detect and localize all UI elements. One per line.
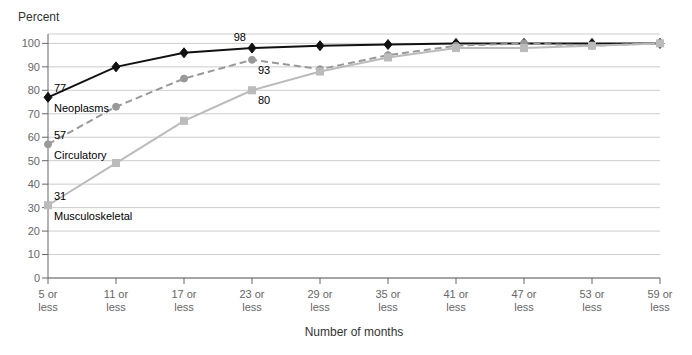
html-text:Percent: Percent [18, 10, 60, 24]
svg-text:47 orless: 47 orless [511, 288, 536, 313]
svg-text:0: 0 [34, 272, 40, 284]
svg-text:23 orless: 23 orless [239, 288, 264, 313]
svg-text:70: 70 [28, 108, 40, 120]
svg-text:57: 57 [54, 129, 66, 141]
svg-text:53 orless: 53 orless [579, 288, 604, 313]
svg-text:80: 80 [28, 84, 40, 96]
svg-text:Neoplasms: Neoplasms [54, 102, 110, 114]
svg-text:59 orless: 59 orless [647, 288, 672, 313]
svg-text:40: 40 [28, 178, 40, 190]
svg-text:60: 60 [28, 131, 40, 143]
svg-text:77: 77 [54, 82, 66, 94]
svg-text:Number of months: Number of months [305, 325, 404, 339]
svg-text:98: 98 [234, 31, 246, 43]
svg-text:50: 50 [28, 155, 40, 167]
svg-text:80: 80 [258, 94, 270, 106]
svg-text:29 orless: 29 orless [307, 288, 332, 313]
svg-text:100: 100 [22, 37, 40, 49]
svg-text:20: 20 [28, 225, 40, 237]
svg-text:90: 90 [28, 61, 40, 73]
svg-text:30: 30 [28, 202, 40, 214]
svg-text:11 orless: 11 orless [104, 288, 129, 313]
svg-text:93: 93 [258, 64, 270, 76]
svg-text:Musculoskeletal: Musculoskeletal [54, 210, 132, 222]
svg-text:17 orless: 17 orless [171, 288, 196, 313]
svg-text:5 orless: 5 orless [38, 288, 58, 313]
svg-text:10: 10 [28, 248, 40, 260]
svg-text:35 orless: 35 orless [375, 288, 400, 313]
svg-text:41 orless: 41 orless [443, 288, 468, 313]
svg-text:31: 31 [54, 190, 66, 202]
svg-text:Circulatory: Circulatory [54, 149, 107, 161]
